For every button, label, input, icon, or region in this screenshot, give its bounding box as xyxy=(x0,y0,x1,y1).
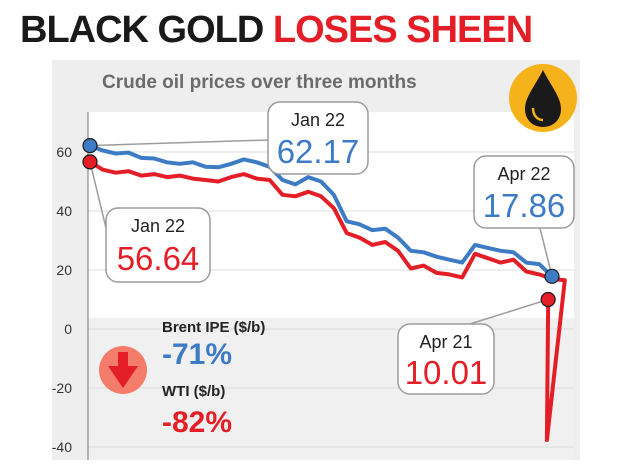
headline-red: LOSES SHEEN xyxy=(272,9,533,51)
point-wti-end xyxy=(540,291,556,308)
stat-value-brent: -71% xyxy=(162,338,232,371)
callout-leader xyxy=(89,161,107,229)
y-tick-label: 20 xyxy=(56,262,72,278)
callout-leader xyxy=(469,298,549,325)
callout-leaders xyxy=(89,139,553,325)
stat-label-wti: WTI ($/b) xyxy=(162,383,225,400)
point-brent-end xyxy=(544,268,560,284)
callout-wti-apr21: Apr 21 10.01 xyxy=(397,323,495,395)
headline: BLACK GOLD LOSES SHEEN xyxy=(20,8,533,52)
callout-value: 56.64 xyxy=(117,240,200,277)
callout-date: Apr 22 xyxy=(497,164,550,184)
y-tick-label: 0 xyxy=(64,321,72,337)
callout-leader xyxy=(539,227,553,277)
stat-label-brent: Brent IPE ($/b) xyxy=(162,319,265,336)
callout-wti-jan22: Jan 22 56.64 xyxy=(105,207,211,283)
callout-date: Jan 22 xyxy=(131,216,185,236)
series-line-wti xyxy=(88,160,567,442)
down-arrow-icon xyxy=(99,346,147,394)
callout-brent-jan22: Jan 22 62.17 xyxy=(267,101,369,175)
stat-value-wti: -82% xyxy=(162,406,232,439)
series-line-brent xyxy=(89,143,554,278)
callout-brent-apr22: Apr 22 17.86 xyxy=(473,155,575,229)
oil-drop-icon xyxy=(509,64,577,132)
point-brent-start xyxy=(82,137,98,154)
headline-black: BLACK GOLD xyxy=(20,9,264,51)
y-tick-label: -40 xyxy=(52,439,72,455)
y-tick-label: 40 xyxy=(56,203,72,219)
callout-date: Apr 21 xyxy=(419,332,472,352)
y-tick-label: -20 xyxy=(52,380,72,396)
chart-subtitle: Crude oil prices over three months xyxy=(102,72,417,93)
y-axis-ticks: 60 40 20 0 -20 -40 xyxy=(52,144,72,455)
callout-value: 17.86 xyxy=(483,187,566,224)
callout-date: Jan 22 xyxy=(291,110,345,130)
callout-value: 10.01 xyxy=(405,354,488,391)
callout-leader xyxy=(89,139,269,147)
point-wti-start xyxy=(82,154,98,170)
callout-value: 62.17 xyxy=(277,133,360,170)
negative-zone xyxy=(88,318,574,460)
endpoint-markers xyxy=(82,137,560,308)
y-tick-label: 60 xyxy=(56,144,72,160)
